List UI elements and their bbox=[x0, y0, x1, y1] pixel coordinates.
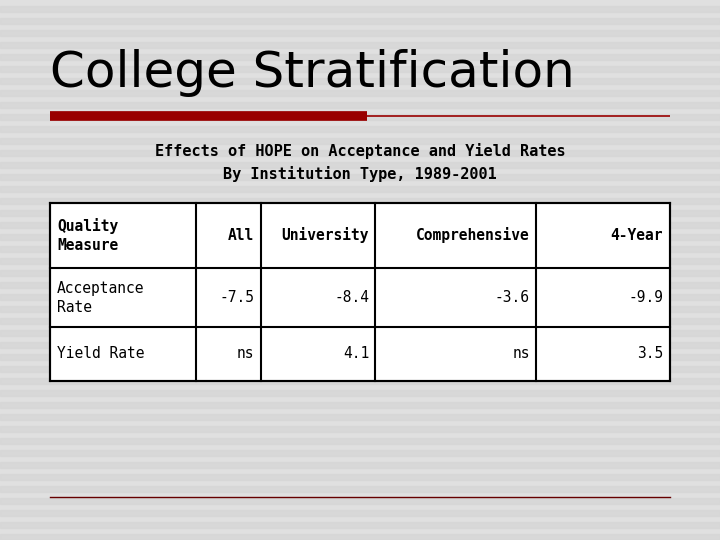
Bar bbox=[0, 186, 720, 192]
Text: All: All bbox=[228, 228, 254, 243]
Text: College Stratification: College Stratification bbox=[50, 49, 575, 97]
Bar bbox=[0, 6, 720, 12]
Bar bbox=[0, 354, 720, 360]
Bar bbox=[0, 138, 720, 144]
Bar bbox=[0, 450, 720, 456]
Bar bbox=[0, 18, 720, 24]
Bar bbox=[0, 270, 720, 276]
Text: Yield Rate: Yield Rate bbox=[57, 347, 145, 361]
Bar bbox=[0, 330, 720, 336]
Text: -7.5: -7.5 bbox=[220, 291, 254, 305]
Bar bbox=[0, 42, 720, 48]
Text: Acceptance
Rate: Acceptance Rate bbox=[57, 281, 145, 315]
FancyBboxPatch shape bbox=[50, 202, 670, 381]
Bar bbox=[0, 390, 720, 396]
Bar bbox=[0, 54, 720, 60]
Bar bbox=[0, 342, 720, 348]
Bar bbox=[0, 522, 720, 528]
Text: University: University bbox=[282, 227, 369, 244]
Bar bbox=[0, 114, 720, 120]
Text: 3.5: 3.5 bbox=[637, 347, 663, 361]
Bar bbox=[0, 258, 720, 264]
Bar bbox=[0, 486, 720, 492]
Bar bbox=[0, 366, 720, 372]
Bar bbox=[0, 426, 720, 432]
Bar bbox=[0, 534, 720, 540]
Bar bbox=[0, 234, 720, 240]
Bar bbox=[0, 162, 720, 168]
Bar bbox=[0, 246, 720, 252]
Text: -3.6: -3.6 bbox=[495, 291, 530, 305]
Bar bbox=[0, 438, 720, 444]
Bar bbox=[0, 222, 720, 228]
Text: Quality
Measure: Quality Measure bbox=[57, 218, 118, 253]
Text: 4.1: 4.1 bbox=[343, 347, 369, 361]
Bar bbox=[0, 198, 720, 204]
Text: -8.4: -8.4 bbox=[334, 291, 369, 305]
Bar bbox=[0, 78, 720, 84]
Bar bbox=[0, 66, 720, 72]
Bar bbox=[0, 210, 720, 216]
Bar bbox=[0, 474, 720, 480]
Bar bbox=[0, 306, 720, 312]
Text: ns: ns bbox=[513, 347, 530, 361]
Text: Effects of HOPE on Acceptance and Yield Rates
By Institution Type, 1989-2001: Effects of HOPE on Acceptance and Yield … bbox=[155, 143, 565, 181]
Bar bbox=[0, 498, 720, 504]
Text: Comprehensive: Comprehensive bbox=[416, 227, 530, 244]
Bar bbox=[0, 30, 720, 36]
Bar bbox=[0, 378, 720, 384]
Bar bbox=[0, 318, 720, 324]
Bar bbox=[0, 174, 720, 180]
Bar bbox=[0, 150, 720, 156]
Text: 4-Year: 4-Year bbox=[611, 228, 663, 243]
Bar bbox=[0, 90, 720, 96]
Bar bbox=[0, 462, 720, 468]
Bar bbox=[0, 282, 720, 288]
Bar bbox=[0, 510, 720, 516]
Bar bbox=[0, 294, 720, 300]
Bar bbox=[0, 402, 720, 408]
Text: ns: ns bbox=[237, 347, 254, 361]
Bar bbox=[0, 126, 720, 132]
Text: -9.9: -9.9 bbox=[628, 291, 663, 305]
Bar bbox=[0, 414, 720, 420]
Bar bbox=[0, 102, 720, 108]
